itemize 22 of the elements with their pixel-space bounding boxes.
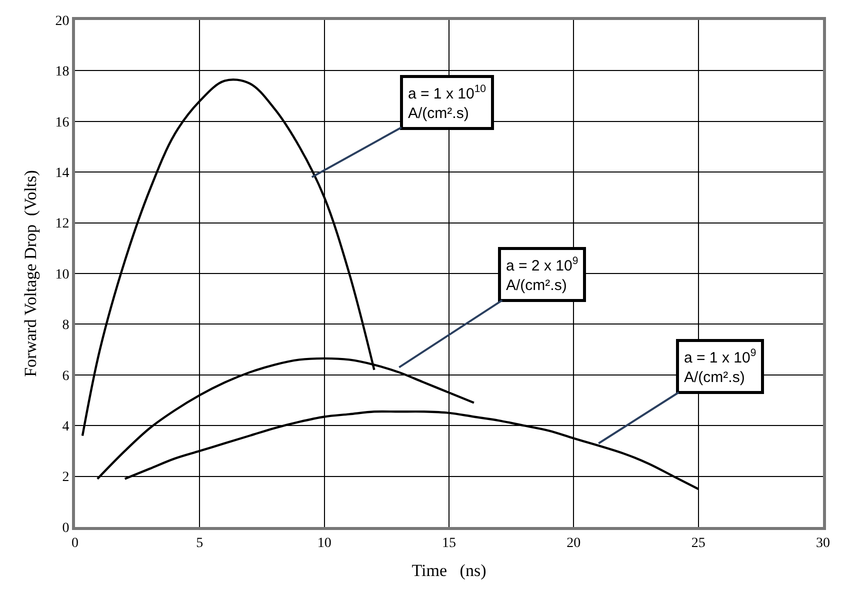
x-tick-label: 10 xyxy=(317,536,332,551)
y-tick-label: 0 xyxy=(62,520,70,536)
y-tick-label: 2 xyxy=(62,470,70,486)
y-tick-label: 8 xyxy=(62,318,70,334)
y-axis-title: Forward Voltage Drop (Volts) xyxy=(20,170,40,377)
annotation: a = 1 x 10$^{10}$ A/(cm².s) xyxy=(408,83,486,122)
annotation: a = 2 x 10$^{9}$ A/(cm².s) xyxy=(506,255,578,294)
y-tick-label: 4 xyxy=(62,420,70,434)
y-tick-label: 12 xyxy=(55,216,70,232)
x-tick-label: 20 xyxy=(566,536,581,551)
y-tick-label: 14 xyxy=(55,166,70,181)
annotation: a = 1 x 10$^{9}$ A/(cm².s) xyxy=(684,347,756,386)
y-tick-label: 20 xyxy=(55,14,70,29)
y-tick-label: 10 xyxy=(55,267,70,282)
x-axis-title: Time (ns) xyxy=(412,561,486,580)
x-tick-label: 25 xyxy=(691,536,706,551)
y-tick-label: 18 xyxy=(55,64,70,80)
x-tick-label: 5 xyxy=(196,536,204,551)
x-tick-label: 30 xyxy=(816,536,830,551)
x-tick-label: 15 xyxy=(442,536,456,551)
y-tick-label: 16 xyxy=(55,115,70,130)
y-tick-label: 6 xyxy=(62,368,70,384)
